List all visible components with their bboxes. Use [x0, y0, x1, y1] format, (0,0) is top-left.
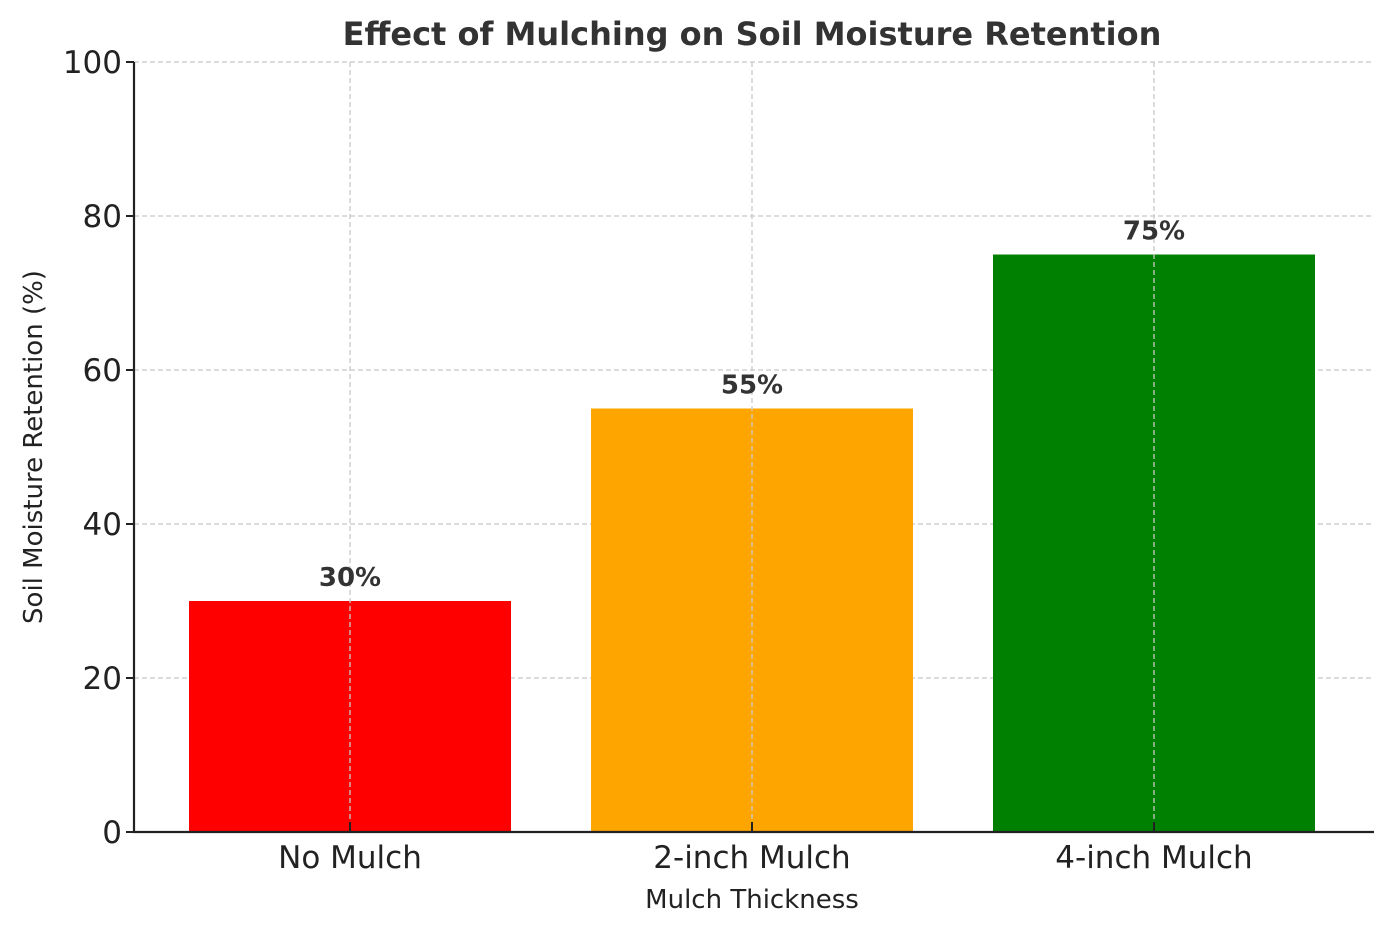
bar	[189, 601, 511, 832]
y-tick-label: 0	[102, 815, 122, 851]
chart-title: Effect of Mulching on Soil Moisture Rete…	[343, 15, 1162, 53]
y-tick-label: 60	[83, 353, 122, 389]
y-axis-label: Soil Moisture Retention (%)	[19, 270, 49, 624]
y-tick-label: 40	[83, 507, 122, 543]
x-ticks: No Mulch 2-inch Mulch 4-inch Mulch	[278, 822, 1253, 876]
x-axis-label: Mulch Thickness	[645, 885, 859, 915]
bar-value-label: 75%	[1123, 217, 1185, 247]
bar-value-label: 30%	[319, 563, 381, 593]
y-tick-label: 80	[83, 199, 122, 235]
x-tick-label: 4-inch Mulch	[1055, 840, 1252, 876]
bar-value-labels: 30% 55% 75%	[319, 217, 1185, 594]
y-ticks: 0 20 40 60 80 100	[63, 45, 134, 851]
axes	[132, 62, 1374, 834]
x-grid	[349, 62, 1155, 832]
y-tick-label: 20	[83, 661, 122, 697]
x-tick-label: No Mulch	[278, 840, 422, 876]
x-tick-label: 2-inch Mulch	[653, 840, 850, 876]
y-tick-label: 100	[63, 45, 122, 81]
bar-value-label: 55%	[721, 371, 783, 401]
